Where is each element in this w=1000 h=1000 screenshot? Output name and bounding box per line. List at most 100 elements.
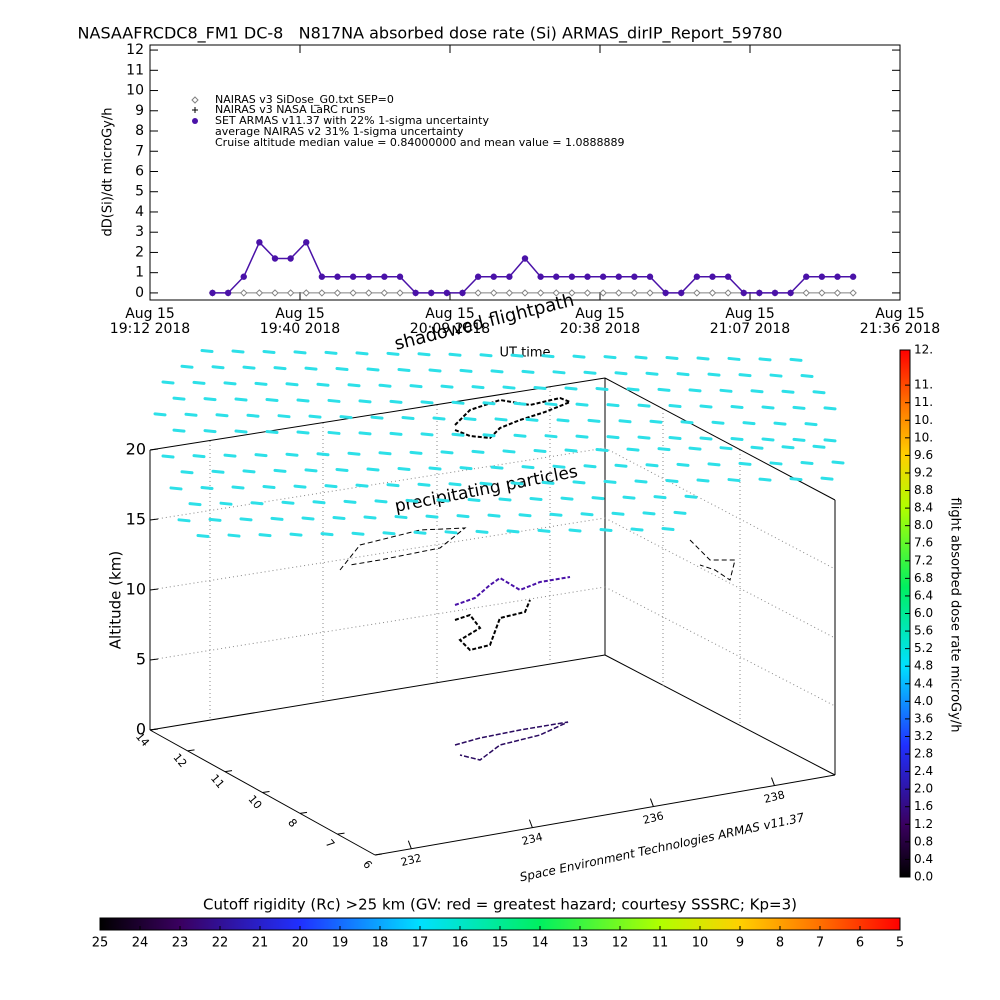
data-point [756,289,763,297]
particle-marker [506,529,520,534]
particle-marker [668,436,682,441]
particle-marker [537,528,551,533]
data-point [630,289,639,297]
data-point [583,289,592,297]
data-point [802,289,810,297]
particle-marker [358,431,372,436]
depth-tick [262,791,270,793]
colorbar-tick-label: 20 [292,936,309,951]
particle-marker [215,413,229,418]
particle-marker [761,437,775,442]
particle-marker [498,497,512,502]
particle-marker [308,414,322,419]
particle-marker [502,449,516,454]
particle-marker [420,400,434,405]
data-point [349,289,357,297]
colorbar-tick-label: 10. [914,430,933,444]
particle-marker [389,431,403,436]
data-point [693,289,701,297]
particle-marker [316,452,330,457]
data-point [771,289,779,297]
particle-marker [518,513,532,518]
particle-marker [246,413,260,418]
particle-marker [533,448,547,453]
colorbar-tick-label: 22 [212,936,229,951]
data-point [724,273,732,280]
colorbar-tick-label: 4.8 [914,659,933,673]
data-point [818,289,826,297]
particle-marker [575,402,589,407]
y-tick-label: 2 [135,244,144,260]
particle-marker [378,451,392,456]
particle-marker [254,453,268,458]
particle-marker [397,467,411,472]
particle-marker [661,527,675,532]
colorbar-label: Cutoff rigidity (Rc) >25 km (GV: red = g… [203,896,797,914]
particle-marker [339,415,353,420]
particle-marker [665,356,679,361]
particle-marker [382,531,396,536]
particle-marker [420,432,434,437]
colorbar-tick-label: 4.4 [914,676,933,690]
legend-symbol [191,96,199,104]
particle-marker [304,468,318,473]
particle-marker [219,501,233,506]
colorbar-tick-label: 12. [914,343,933,357]
particle-marker [730,404,744,409]
particle-marker [618,419,632,424]
particle-marker [428,466,442,471]
colorbar-tick-label: 9.6 [914,448,933,462]
particle-field [153,349,845,539]
particle-marker [184,412,198,417]
data-point [615,273,622,280]
particle-marker [761,405,775,410]
colorbar-tick-label: 5 [896,936,904,951]
particle-marker [335,467,349,472]
particle-marker [606,435,620,440]
particle-marker [544,434,558,439]
particle-marker [451,432,465,437]
particle-marker [265,430,279,435]
particle-marker [161,454,175,459]
particle-marker [389,399,403,404]
depth-tick-label: 6 [360,858,374,872]
particle-marker [688,388,702,393]
particle-marker [448,482,462,487]
particle-marker [324,484,338,489]
particle-marker [541,480,555,485]
particle-marker [804,422,818,427]
colorbar-tick-label: 5.2 [914,641,933,655]
data-point [287,255,294,262]
z-tick-label: 15 [126,510,146,529]
data-point [334,273,341,280]
data-point [787,289,794,297]
particle-marker [792,437,806,442]
particle-marker [673,510,687,515]
particle-marker [773,421,787,426]
particle-marker [487,513,501,518]
particle-marker [611,511,625,516]
particle-marker [699,404,713,409]
colorbar-tick-label: 21 [252,936,269,951]
z-tick [149,588,159,591]
depth-tick-label: 7 [323,837,337,851]
data-point [662,289,669,297]
particle-marker [316,382,330,387]
data-point [318,289,326,297]
particle-marker [456,514,470,519]
data-point [834,273,841,280]
particle-marker [231,485,245,490]
particle-marker [800,374,814,379]
particle-marker [572,480,586,485]
particle-marker [332,515,346,520]
colorbar-tick-label: 17 [412,936,429,951]
particle-marker [401,416,415,421]
particle-marker [320,532,334,537]
particle-marker [347,451,361,456]
particle-marker [327,398,341,403]
particle-marker [823,406,837,411]
particle-marker [273,468,287,473]
particle-marker [738,373,752,378]
particle-marker [335,367,349,372]
